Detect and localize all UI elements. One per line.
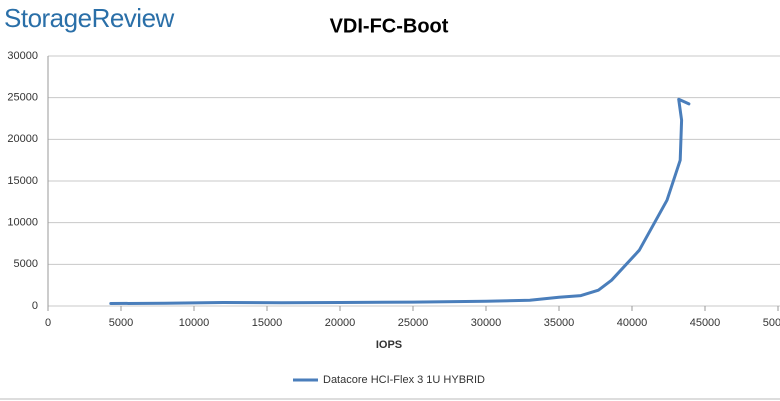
chart-title: VDI-FC-Boot (330, 15, 449, 37)
y-tick-label: 15000 (7, 175, 38, 187)
brand-logo: StorageReview (4, 3, 175, 33)
x-tick-label: 5000 (109, 317, 133, 329)
y-tick-label: 20000 (7, 133, 38, 145)
x-tick-label: 50000 (763, 317, 780, 329)
x-tick-label: 10000 (179, 317, 210, 329)
x-tick-label: 15000 (252, 317, 283, 329)
y-tick-label: 30000 (7, 50, 38, 62)
x-tick-label: 35000 (544, 317, 575, 329)
y-tick-label: 25000 (7, 92, 38, 104)
x-tick-label: 0 (45, 317, 51, 329)
y-tick-label: 5000 (14, 258, 38, 270)
x-tick-label: 40000 (617, 317, 648, 329)
legend-label: Datacore HCI-Flex 3 1U HYBRID (323, 374, 485, 386)
x-tick-label: 20000 (325, 317, 356, 329)
y-tick-label: 0 (32, 300, 38, 312)
x-axis-label: IOPS (376, 339, 402, 351)
x-tick-label: 25000 (398, 317, 429, 329)
x-tick-label: 30000 (471, 317, 502, 329)
data-line (109, 97, 691, 305)
x-tick-label: 45000 (690, 317, 721, 329)
y-tick-label: 10000 (7, 217, 38, 229)
